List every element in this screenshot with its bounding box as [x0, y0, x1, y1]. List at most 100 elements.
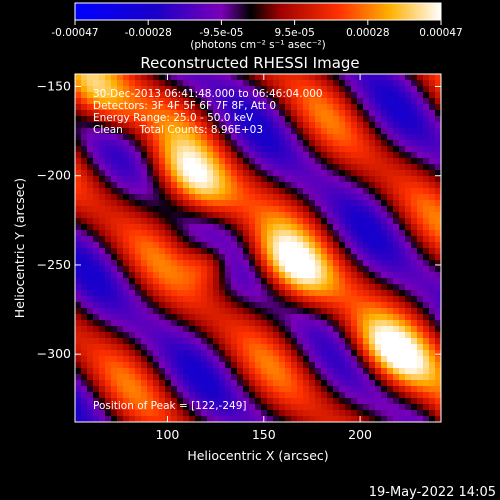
heatmap-cell: [369, 314, 375, 320]
heatmap-cell: [165, 182, 171, 188]
heatmap-cell: [243, 122, 249, 128]
heatmap-cell: [207, 248, 213, 254]
heatmap-cell: [243, 278, 249, 284]
heatmap-cell: [177, 110, 183, 116]
heatmap-cell: [93, 416, 99, 422]
heatmap-cell: [117, 92, 123, 98]
heatmap-cell: [75, 356, 81, 362]
heatmap-cell: [153, 356, 159, 362]
heatmap-cell: [159, 416, 165, 422]
heatmap-cell: [153, 80, 159, 86]
heatmap-cell: [417, 224, 423, 230]
heatmap-cell: [303, 278, 309, 284]
heatmap-cell: [165, 392, 171, 398]
heatmap-cell: [75, 134, 81, 140]
heatmap-cell: [321, 116, 327, 122]
heatmap-cell: [219, 218, 225, 224]
heatmap-cell: [243, 374, 249, 380]
heatmap-cell: [273, 374, 279, 380]
heatmap-cell: [381, 212, 387, 218]
heatmap-cell: [87, 128, 93, 134]
heatmap-cell: [129, 158, 135, 164]
heatmap-cell: [243, 116, 249, 122]
heatmap-cell: [213, 146, 219, 152]
heatmap-cell: [123, 128, 129, 134]
heatmap-cell: [177, 98, 183, 104]
heatmap-cell: [369, 332, 375, 338]
heatmap-cell: [243, 224, 249, 230]
heatmap-cell: [393, 296, 399, 302]
heatmap-cell: [159, 200, 165, 206]
heatmap-cell: [273, 152, 279, 158]
heatmap-cell: [255, 122, 261, 128]
heatmap-cell: [87, 260, 93, 266]
heatmap-cell: [153, 176, 159, 182]
heatmap-cell: [141, 374, 147, 380]
heatmap-cell: [369, 170, 375, 176]
heatmap-cell: [285, 368, 291, 374]
heatmap-cell: [261, 116, 267, 122]
heatmap-cell: [375, 242, 381, 248]
heatmap-cell: [231, 188, 237, 194]
heatmap-cell: [333, 242, 339, 248]
heatmap-cell: [393, 152, 399, 158]
heatmap-cell: [321, 308, 327, 314]
heatmap-cell: [339, 338, 345, 344]
heatmap-cell: [351, 134, 357, 140]
heatmap-cell: [171, 416, 177, 422]
heatmap-cell: [111, 146, 117, 152]
heatmap-cell: [369, 374, 375, 380]
heatmap-cell: [105, 380, 111, 386]
heatmap-cell: [87, 374, 93, 380]
heatmap-cell: [243, 386, 249, 392]
heatmap-cell: [105, 74, 111, 80]
heatmap-cell: [183, 164, 189, 170]
heatmap-cell: [153, 188, 159, 194]
heatmap-cell: [105, 98, 111, 104]
heatmap-cell: [207, 356, 213, 362]
heatmap-cell: [363, 74, 369, 80]
heatmap-cell: [249, 74, 255, 80]
heatmap-cell: [87, 248, 93, 254]
heatmap-cell: [93, 200, 99, 206]
heatmap-cell: [189, 110, 195, 116]
heatmap-cell: [321, 176, 327, 182]
heatmap-cell: [111, 152, 117, 158]
heatmap-cell: [345, 188, 351, 194]
heatmap-cell: [213, 296, 219, 302]
heatmap-cell: [399, 110, 405, 116]
heatmap-cell: [327, 302, 333, 308]
heatmap-cell: [105, 116, 111, 122]
heatmap-cell: [315, 116, 321, 122]
heatmap-cell: [411, 266, 417, 272]
heatmap-cell: [423, 278, 429, 284]
heatmap-cell: [339, 332, 345, 338]
heatmap-cell: [273, 140, 279, 146]
heatmap-cell: [147, 362, 153, 368]
heatmap-cell: [357, 128, 363, 134]
heatmap-cell: [357, 194, 363, 200]
heatmap-cell: [153, 392, 159, 398]
heatmap-cell: [375, 182, 381, 188]
heatmap-cell: [165, 242, 171, 248]
heatmap-cell: [429, 224, 435, 230]
heatmap-cell: [171, 410, 177, 416]
heatmap-cell: [327, 128, 333, 134]
heatmap-cell: [345, 74, 351, 80]
heatmap-cell: [147, 80, 153, 86]
heatmap-cell: [195, 122, 201, 128]
heatmap-cell: [315, 110, 321, 116]
heatmap-cell: [219, 110, 225, 116]
heatmap-cell: [81, 224, 87, 230]
heatmap-cell: [327, 122, 333, 128]
heatmap-cell: [93, 332, 99, 338]
heatmap-cell: [141, 212, 147, 218]
heatmap-cell: [243, 92, 249, 98]
heatmap-cell: [165, 296, 171, 302]
heatmap-cell: [411, 230, 417, 236]
heatmap-cell: [147, 302, 153, 308]
heatmap-cell: [171, 350, 177, 356]
heatmap-cell: [225, 320, 231, 326]
heatmap-cell: [345, 230, 351, 236]
heatmap-cell: [411, 218, 417, 224]
